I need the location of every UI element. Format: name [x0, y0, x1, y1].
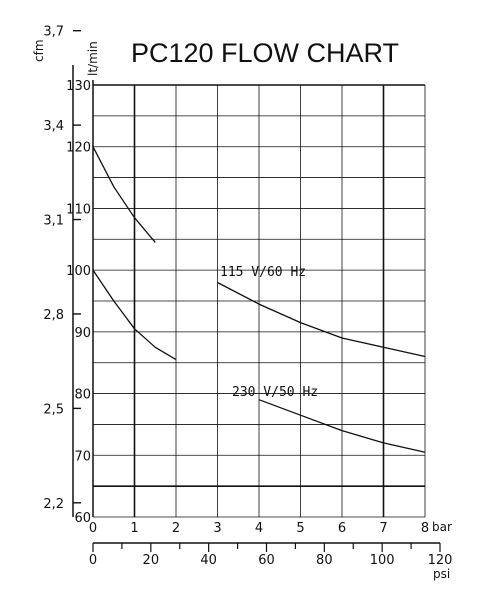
psi-tick-label: 20 [143, 553, 160, 568]
series-line [93, 147, 155, 243]
series-label: 230 V/50 Hz [232, 385, 318, 400]
psi-tick-label: 80 [316, 553, 333, 568]
psi-axis-unit: psi [433, 567, 450, 581]
cfm-tick-label: 3,1 [43, 214, 64, 229]
lmin-tick-label: 90 [74, 326, 91, 341]
cfm-tick-label: 2,5 [43, 402, 64, 417]
cfm-tick-label: 3,7 [43, 25, 64, 40]
bar-tick-group: 0 1 2 3 4 5 6 7 8 [89, 521, 429, 536]
chart-title: PC120 FLOW CHART [131, 38, 399, 68]
bar-tick-label: 4 [255, 521, 263, 536]
bar-axis-unit: bar [432, 520, 452, 534]
series-line [218, 283, 426, 357]
lmin-axis-unit: lt/min [86, 41, 100, 76]
psi-tick-label: 0 [89, 553, 97, 568]
bar-tick-label: 3 [213, 521, 221, 536]
psi-tick-label: 40 [200, 553, 217, 568]
grid [93, 85, 425, 517]
lmin-tick-label: 80 [74, 388, 91, 403]
bar-tick-label: 0 [89, 521, 97, 536]
lmin-tick-label: 100 [66, 264, 91, 279]
bar-tick-label: 6 [338, 521, 346, 536]
cfm-tick-group: 2,22,52,83,13,43,74,04,3 [43, 0, 81, 512]
psi-axis: 0 20 40 60 80 100 120 [89, 543, 453, 568]
lmin-tick-label: 70 [74, 449, 91, 464]
lmin-tick-label: 130 [66, 79, 91, 94]
cfm-tick-label: 2,2 [43, 497, 64, 512]
bar-tick-label: 8 [421, 521, 429, 536]
lmin-tick-label: 120 [66, 141, 91, 156]
cfm-tick-label: 3,4 [43, 119, 64, 134]
cfm-axis-unit: cfm [32, 39, 46, 62]
bar-tick-label: 1 [130, 521, 138, 536]
bar-tick-label: 5 [296, 521, 304, 536]
psi-tick-label: 60 [258, 553, 275, 568]
psi-tick-label: 100 [370, 553, 395, 568]
lmin-tick-label: 110 [66, 202, 91, 217]
cfm-tick-label: 2,8 [43, 308, 64, 323]
psi-tick-label: 120 [428, 553, 453, 568]
series-label: 115 V/60 Hz [220, 265, 306, 280]
bar-tick-label: 7 [379, 521, 387, 536]
bar-tick-label: 2 [172, 521, 180, 536]
